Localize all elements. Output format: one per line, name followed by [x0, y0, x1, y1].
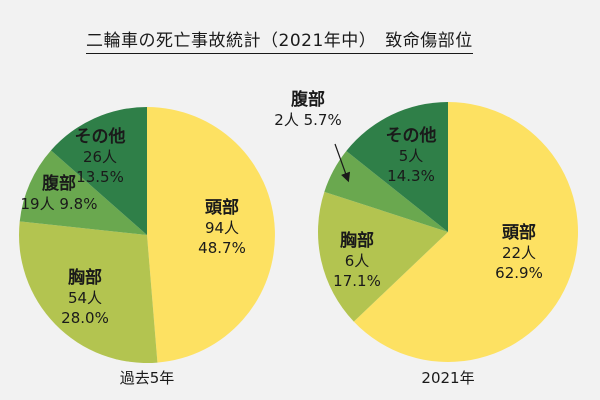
slice-label-text: 腹部 [291, 89, 325, 110]
slice-label-text: 62.9% [495, 264, 543, 282]
slice-label-text: 28.0% [61, 309, 109, 327]
chart-title: 二輪車の死亡事故統計（2021年中） 致命傷部位 [86, 26, 473, 54]
slice-label-text: その他 [75, 126, 126, 147]
slice-label-text: 腹部 [42, 173, 76, 194]
chart-caption: 過去5年 [120, 369, 175, 387]
pie-slice [19, 221, 158, 363]
pie-slice [147, 107, 275, 363]
pie-slice [353, 102, 579, 362]
pie-slice [318, 191, 448, 322]
slice-label-text: 胸部 [68, 267, 102, 288]
slice-label-text: 5人 [399, 147, 424, 165]
slice-label-text: 6人 [345, 252, 370, 270]
slice-label-text: 頭部 [502, 222, 536, 243]
pie-slice [324, 151, 448, 232]
chart-caption: 2021年 [421, 369, 474, 387]
slice-label-text: 22人 [502, 244, 536, 262]
slice-label-text: 胸部 [340, 230, 374, 251]
slice-label-text: 26人 [83, 148, 117, 166]
slice-label-text: 19人 9.8% [21, 195, 98, 213]
slice-label-text: 14.3% [387, 167, 435, 185]
slice-label-text: 2人 5.7% [274, 111, 341, 129]
slice-label-text: 94人 [205, 219, 239, 237]
slice-label-text: その他 [386, 125, 437, 146]
slice-label-text: 54人 [68, 289, 102, 307]
callout-arrow [334, 143, 351, 183]
pie-slice [19, 150, 148, 235]
pie-slice [50, 107, 147, 235]
pie-slice [346, 102, 448, 232]
slice-label-text: 48.7% [198, 239, 246, 257]
slice-label-text: 17.1% [333, 272, 381, 290]
slice-label-text: 頭部 [205, 197, 239, 218]
slice-label-text: 13.5% [76, 168, 124, 186]
